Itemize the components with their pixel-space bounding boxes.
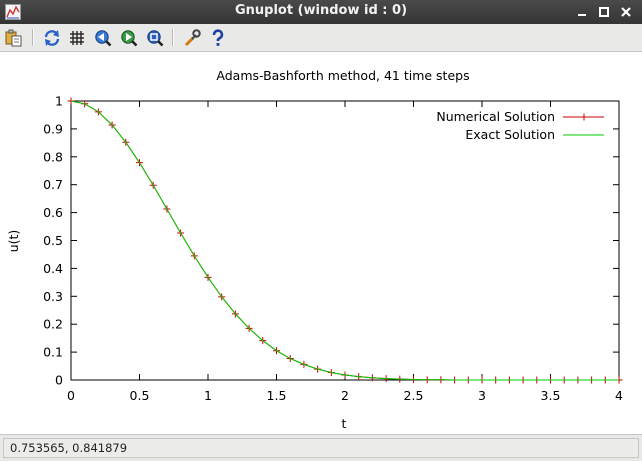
grid-button[interactable] <box>67 28 87 48</box>
numerical-solution-line <box>70 100 619 381</box>
gnuplot-app-icon <box>5 4 21 20</box>
help-icon <box>212 29 224 46</box>
next-zoom-icon <box>121 30 138 47</box>
y-tick-label: 0.1 <box>43 345 63 360</box>
settings-button[interactable] <box>182 28 202 48</box>
toolbar <box>0 24 642 52</box>
y-tick-label: 0.2 <box>43 317 63 332</box>
close-icon <box>621 7 631 17</box>
y-tick-label: 0 <box>55 373 63 388</box>
legend-label-numerical: Numerical Solution <box>436 109 555 124</box>
x-tick-label: 1 <box>204 388 212 403</box>
y-tick-label: 0.7 <box>43 177 63 192</box>
autoscale-button[interactable] <box>145 28 165 48</box>
status-bar: 0.753565, 0.841879 <box>0 434 642 461</box>
plot-border <box>70 100 620 381</box>
mouse-coordinates: 0.753565, 0.841879 <box>10 441 128 455</box>
title-bar[interactable]: Gnuplot (window id : 0) <box>0 0 642 24</box>
grid-icon <box>70 31 84 45</box>
y-tick-label: 0.5 <box>43 233 63 248</box>
x-tick-label: 3 <box>478 388 486 403</box>
x-tick-label: 2 <box>341 388 349 403</box>
window-title: Gnuplot (window id : 0) <box>234 3 408 18</box>
toolbar-separator <box>172 29 174 46</box>
replot-button[interactable] <box>42 28 62 48</box>
status-frame: 0.753565, 0.841879 <box>3 438 639 458</box>
autoscale-icon <box>147 30 164 47</box>
next-zoom-button[interactable] <box>119 28 139 48</box>
settings-icon <box>184 29 201 47</box>
copy-to-clipboard-icon <box>5 29 22 47</box>
y-tick-label: 0.4 <box>43 261 63 276</box>
toolbar-separator <box>32 29 34 46</box>
x-tick-label: 4 <box>615 388 623 403</box>
x-tick-label: 2.5 <box>404 388 424 403</box>
x-tick-label: 0.5 <box>130 388 150 403</box>
close-button[interactable] <box>618 3 634 20</box>
exact-solution-line <box>70 100 619 381</box>
x-tick-label: 1.5 <box>267 388 287 403</box>
maximize-button[interactable] <box>596 3 612 20</box>
legend-marker-numerical <box>580 113 588 121</box>
y-tick-label: 1 <box>55 94 63 109</box>
x-axis-label: t <box>342 416 347 431</box>
chart-title: Adams-Bashforth method, 41 time steps <box>216 68 469 83</box>
y-tick-label: 0.6 <box>43 205 63 220</box>
x-tick-label: 3.5 <box>541 388 561 403</box>
y-tick-label: 0.3 <box>43 289 63 304</box>
previous-zoom-button[interactable] <box>93 28 113 48</box>
y-tick-label: 0.9 <box>43 121 63 136</box>
copy-to-clipboard-button[interactable] <box>4 28 24 48</box>
legend: Numerical Solution Exact Solution <box>436 109 604 142</box>
minimize-icon <box>578 14 586 16</box>
y-axis-label: u(t) <box>6 230 21 253</box>
minimize-button[interactable] <box>574 3 590 20</box>
replot-icon <box>44 30 60 46</box>
x-tick-label: 0 <box>67 388 75 403</box>
chart: Adams-Bashforth method, 41 time steps 00… <box>6 68 623 431</box>
y-tick-label: 0.8 <box>43 149 63 164</box>
maximize-icon <box>599 7 609 17</box>
help-button[interactable] <box>208 28 228 48</box>
previous-zoom-icon <box>95 30 112 47</box>
legend-label-exact: Exact Solution <box>465 127 555 142</box>
